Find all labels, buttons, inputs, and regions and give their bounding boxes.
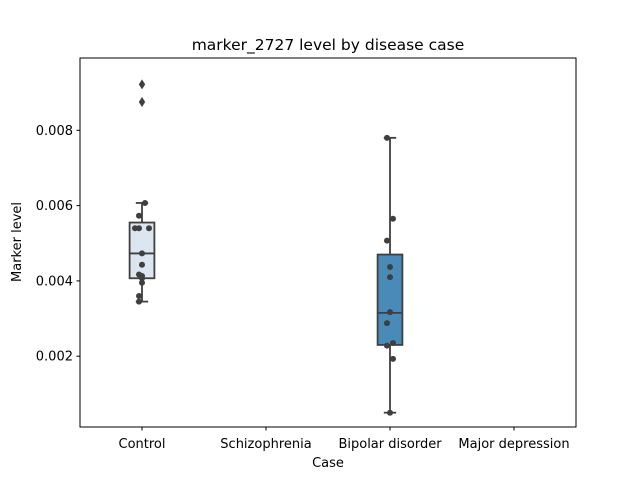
data-point	[384, 320, 390, 327]
x-axis-label: Case	[312, 456, 344, 471]
y-tick-label: 0.004	[36, 274, 73, 289]
data-point	[384, 237, 390, 244]
data-point	[384, 134, 390, 141]
data-point	[387, 274, 393, 281]
x-tick-label: Major depression	[458, 437, 569, 452]
box-group	[376, 134, 404, 416]
data-point	[387, 263, 393, 270]
box-body	[128, 221, 156, 280]
outlier-marker	[138, 79, 146, 90]
data-point	[142, 199, 148, 206]
data-point	[136, 298, 142, 305]
data-point	[139, 275, 145, 282]
plot-area-frame	[79, 57, 577, 428]
x-axis: Control Schizophrenia Bipolar disorder Majo…	[119, 427, 570, 452]
data-point	[390, 340, 396, 347]
y-tick-label: 0.006	[36, 199, 73, 214]
y-axis: 0.002 0.004 0.006 0.008	[36, 124, 80, 365]
data-point	[387, 409, 393, 416]
data-point	[390, 355, 396, 362]
x-tick-label: Bipolar disorder	[338, 437, 442, 452]
y-axis-label: Marker level	[10, 202, 25, 282]
data-point	[136, 212, 142, 219]
x-tick-label: Control	[119, 437, 166, 452]
chart-title: marker_2727 level by disease case	[192, 36, 465, 55]
data-point	[387, 309, 393, 316]
x-tick-label: Schizophrenia	[220, 437, 311, 452]
box-group	[128, 79, 156, 305]
data-point	[136, 292, 142, 299]
data-point	[139, 279, 145, 286]
data-point	[132, 225, 138, 232]
y-tick-label: 0.002	[36, 350, 73, 365]
data-point	[390, 215, 396, 222]
outlier-marker	[138, 97, 146, 108]
y-tick-label: 0.008	[36, 124, 73, 139]
data-point	[384, 342, 390, 349]
data-point	[139, 250, 145, 257]
data-point	[139, 261, 145, 268]
data-point	[146, 225, 152, 232]
boxes-layer	[128, 79, 404, 416]
